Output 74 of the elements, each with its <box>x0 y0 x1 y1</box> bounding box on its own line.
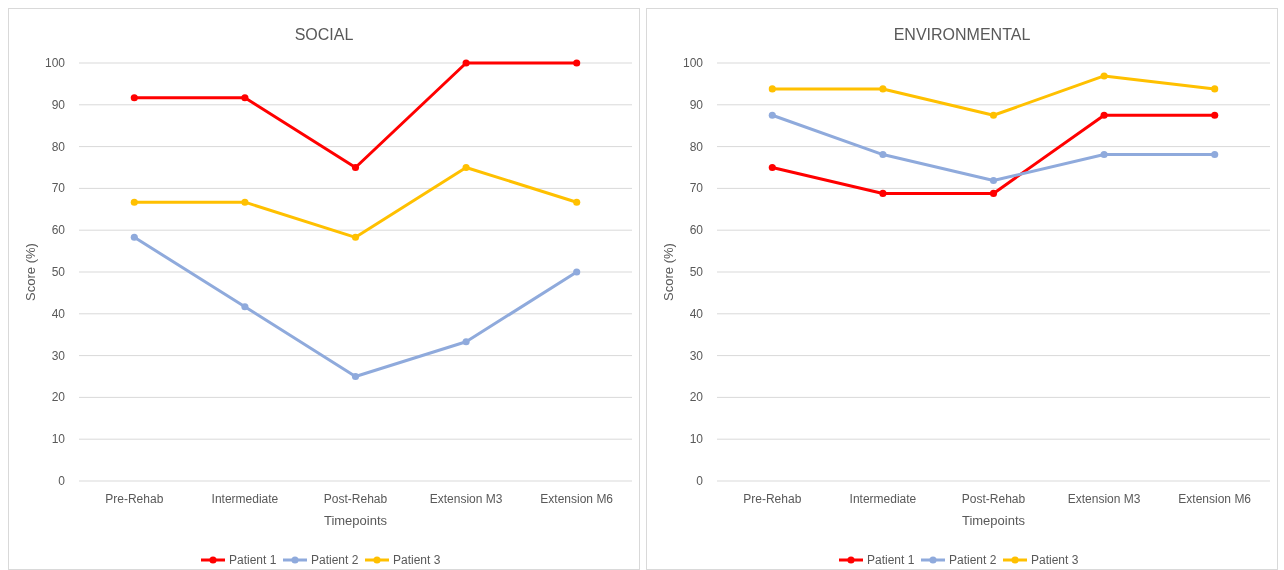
legend-label: Patient 1 <box>867 553 915 567</box>
x-tick-label: Extension M6 <box>540 492 614 506</box>
point <box>573 59 581 67</box>
y-tick-label: 10 <box>689 432 704 447</box>
point <box>768 85 776 93</box>
point <box>351 372 360 381</box>
y-tick-label: 80 <box>689 139 704 154</box>
point <box>989 111 998 119</box>
legend-label: Patient 3 <box>393 553 441 567</box>
y-tick-label: 20 <box>689 390 704 405</box>
x-tick-label: Pre-Rehab <box>743 492 802 506</box>
point <box>573 198 581 206</box>
x-tick-label: Extension M3 <box>1067 492 1141 506</box>
point <box>573 268 581 276</box>
point <box>768 111 776 119</box>
point <box>1211 85 1219 93</box>
y-axis-title: Score (%) <box>661 243 676 301</box>
point <box>1211 150 1219 159</box>
point <box>768 163 776 172</box>
x-tick-label: Extension M6 <box>1178 492 1252 506</box>
x-tick-label: Extension M3 <box>429 492 503 506</box>
point <box>879 189 887 197</box>
point <box>1211 111 1219 119</box>
point <box>462 59 470 67</box>
point <box>989 189 998 197</box>
point <box>879 85 887 93</box>
y-tick-label: 10 <box>51 432 66 447</box>
y-tick-label: 0 <box>696 474 704 488</box>
y-tick-label: 30 <box>689 348 704 363</box>
chart-title: SOCIAL <box>294 26 354 43</box>
x-tick-label: Intermediate <box>849 492 917 506</box>
y-tick-label: 30 <box>51 348 66 363</box>
y-axis-title: Score (%) <box>23 243 38 301</box>
chart-title: ENVIRONMENTAL <box>893 26 1031 43</box>
point <box>462 163 470 172</box>
point <box>1100 72 1108 80</box>
x-tick-label: Post-Rehab <box>323 492 388 506</box>
legend-label: Patient 1 <box>229 553 277 567</box>
legend-label: Patient 3 <box>1031 553 1079 567</box>
y-tick-label: 60 <box>689 223 704 238</box>
y-tick-label: 100 <box>682 56 704 70</box>
x-axis-title: Timepoints <box>961 513 1026 528</box>
y-tick-label: 90 <box>689 97 704 112</box>
point <box>241 303 249 311</box>
point <box>462 338 470 346</box>
y-tick-label: 80 <box>51 139 66 154</box>
y-tick-label: 40 <box>51 306 66 321</box>
y-tick-label: 60 <box>51 223 66 238</box>
legend-label: Patient 2 <box>949 553 997 567</box>
legend-label: Patient 2 <box>311 553 359 567</box>
point <box>351 163 360 172</box>
x-tick-label: Post-Rehab <box>961 492 1026 506</box>
x-axis-title: Timepoints <box>323 513 388 528</box>
y-tick-label: 0 <box>58 474 66 488</box>
point <box>879 150 887 159</box>
point <box>241 198 249 206</box>
y-tick-label: 40 <box>689 306 704 321</box>
point <box>989 176 998 185</box>
y-tick-label: 100 <box>44 56 66 70</box>
point <box>130 94 138 102</box>
y-tick-label: 70 <box>51 181 66 196</box>
point <box>1100 111 1108 119</box>
point <box>241 94 249 102</box>
y-tick-label: 50 <box>51 265 66 279</box>
y-tick-label: 20 <box>51 390 66 405</box>
point <box>130 233 138 241</box>
x-tick-label: Pre-Rehab <box>105 492 164 506</box>
y-tick-label: 50 <box>689 265 704 279</box>
point <box>130 198 138 206</box>
y-tick-label: 70 <box>689 181 704 196</box>
point <box>351 233 360 241</box>
y-tick-label: 90 <box>51 97 66 112</box>
point <box>1100 150 1108 159</box>
x-tick-label: Intermediate <box>211 492 279 506</box>
